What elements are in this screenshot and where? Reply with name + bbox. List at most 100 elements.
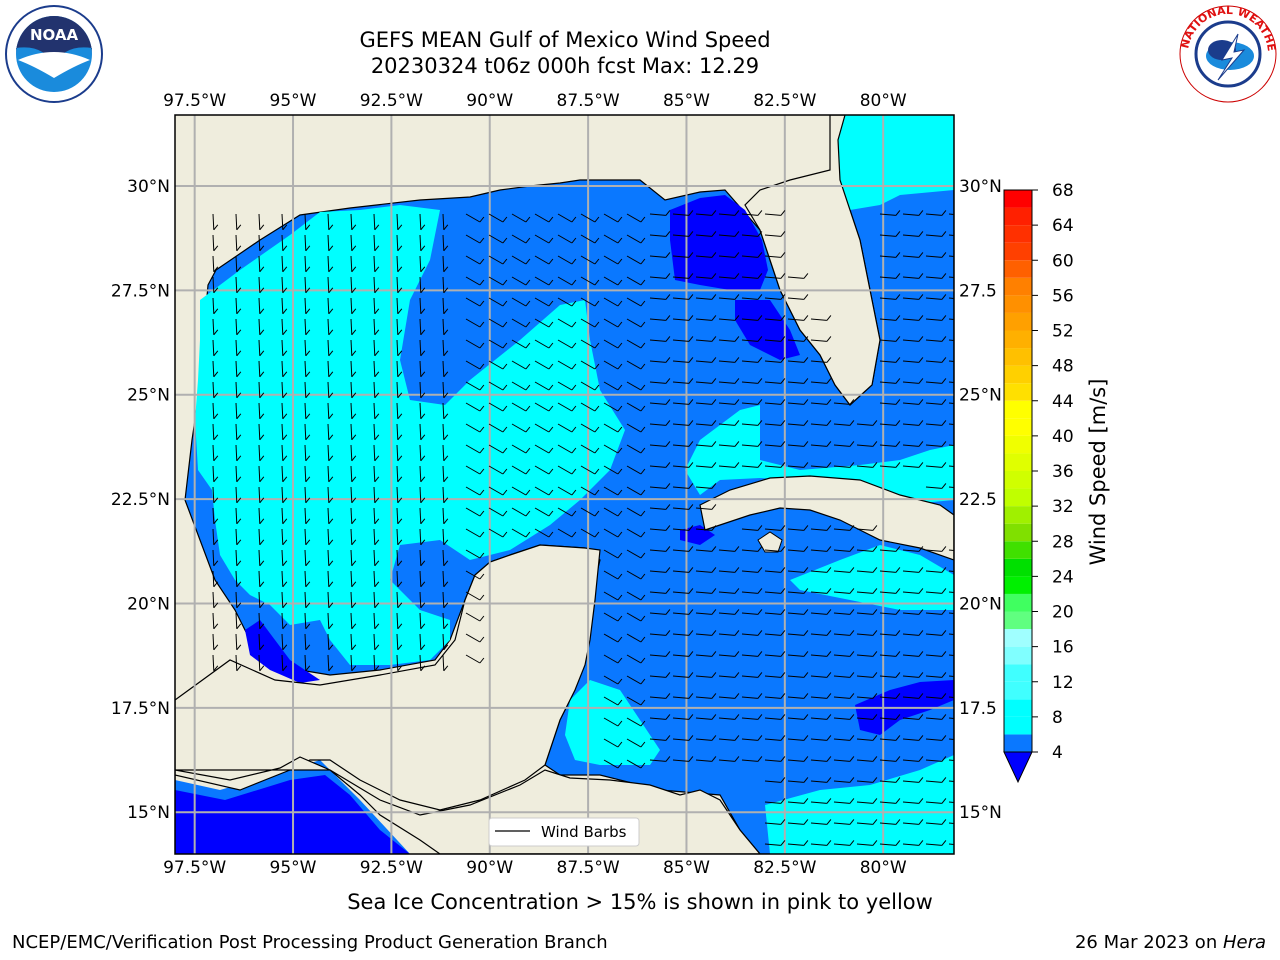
wind-barb-flag	[374, 308, 380, 315]
wind-barb	[902, 318, 919, 321]
wind-barb	[764, 297, 781, 300]
wind-barb	[212, 213, 215, 230]
wind-barb	[350, 318, 353, 335]
wind-barb-flag	[803, 441, 809, 447]
wind-barb	[856, 612, 873, 615]
wind-barb-flag	[213, 455, 219, 462]
wind-barb-flag	[665, 294, 671, 300]
wind-barb-flag	[688, 672, 694, 678]
wind-barb	[373, 486, 376, 503]
wind-barb	[672, 675, 689, 678]
map-frame	[174, 114, 955, 855]
colorbar-tick-label: 60	[1052, 251, 1074, 271]
wind-barb	[465, 570, 481, 580]
wind-barb-flag	[594, 510, 600, 517]
wind-barb-flag	[780, 609, 786, 615]
lat-tick-right: 20°N	[959, 594, 1002, 614]
wind-barb	[925, 612, 942, 615]
wind-barb	[856, 633, 873, 636]
wind-barb	[925, 633, 942, 636]
wind-barb	[465, 402, 481, 412]
wind-barb	[281, 549, 284, 566]
wind-barb	[465, 234, 481, 244]
wind-barb	[373, 528, 376, 545]
colorbar-bin	[1004, 506, 1032, 524]
wind-barb-flag	[443, 245, 449, 252]
wind-barb-flag	[849, 462, 855, 468]
wind-barb-flag	[665, 252, 671, 258]
wind-barb	[419, 486, 422, 503]
wind-barb-flag	[711, 525, 717, 531]
wind-barb-flag	[640, 489, 646, 496]
colorbar-bin	[1004, 418, 1032, 436]
wind-barb-flag	[826, 357, 832, 363]
wind-barb-flag	[895, 210, 901, 216]
wind-barb-flag	[420, 434, 426, 441]
wind-barb	[258, 402, 261, 419]
wind-barb	[465, 213, 481, 223]
wind-barb	[465, 465, 481, 475]
wind-barb-flag	[282, 392, 288, 399]
wind-barb	[258, 297, 261, 314]
colorbar-tick-label: 8	[1052, 708, 1063, 728]
wind-barb-flag	[397, 581, 403, 588]
wind-barb	[212, 339, 215, 356]
wind-barb-flag	[895, 693, 901, 699]
colorbar-bin	[1004, 312, 1032, 331]
wind-barb	[557, 381, 573, 391]
wind-barb	[718, 696, 735, 699]
wind-barb	[810, 360, 827, 363]
wind-barb	[235, 612, 238, 629]
wind-barb-flag	[617, 636, 623, 643]
wind-barb-flag	[282, 539, 288, 546]
wind-barb	[488, 360, 504, 370]
wind-barb	[258, 339, 261, 356]
wind-barb	[649, 297, 666, 300]
wind-barb-flag	[351, 224, 357, 231]
wind-barb	[373, 444, 376, 461]
wind-barb-flag	[502, 510, 508, 517]
wind-barb-flag	[826, 567, 832, 573]
wind-barb-flag	[849, 693, 855, 699]
wind-barb-flag	[443, 434, 449, 441]
wind-barb-flag	[780, 630, 786, 636]
wind-barb	[235, 423, 238, 440]
wind-barb-flag	[918, 588, 924, 594]
wind-barb-flag	[305, 413, 311, 420]
wind-barb-flag	[502, 447, 508, 454]
wind-barb	[350, 339, 353, 356]
wind-barb-flag	[374, 497, 380, 504]
wind-barb	[672, 759, 689, 762]
wind-barb-flag	[734, 462, 740, 468]
wind-barb	[235, 381, 238, 398]
wind-barb-flag	[757, 210, 763, 216]
wind-barb	[603, 255, 619, 265]
wind-barb	[281, 570, 284, 587]
wind-barb-flag	[328, 497, 334, 504]
wind-barb	[396, 507, 399, 524]
wind-barb	[626, 234, 642, 244]
wind-barb-flag	[397, 350, 403, 357]
wind-barb	[396, 549, 399, 566]
wind-barb	[902, 822, 919, 825]
colorbar-bin	[1004, 225, 1032, 243]
wind-barb-flag	[479, 237, 485, 244]
wind-barb-flag	[617, 594, 623, 601]
wind-barb	[557, 402, 573, 412]
wind-barb-flag	[640, 510, 646, 517]
wind-barb	[741, 612, 758, 615]
wind-barb	[212, 444, 215, 461]
wind-barb	[419, 255, 422, 272]
wind-barb-flag	[640, 384, 646, 391]
wind-barb-flag	[420, 539, 426, 546]
wind-barb-flag	[617, 258, 623, 265]
wind-barb-flag	[803, 735, 809, 741]
wind-barb-flag	[374, 392, 380, 399]
wind-barb	[764, 759, 781, 762]
wind-barb-flag	[849, 588, 855, 594]
colorbar-tick-label: 24	[1052, 567, 1074, 587]
wind-barb-flag	[803, 672, 809, 678]
lat-tick-left: 15°N	[127, 803, 170, 823]
wind-barb-flag	[826, 378, 832, 384]
